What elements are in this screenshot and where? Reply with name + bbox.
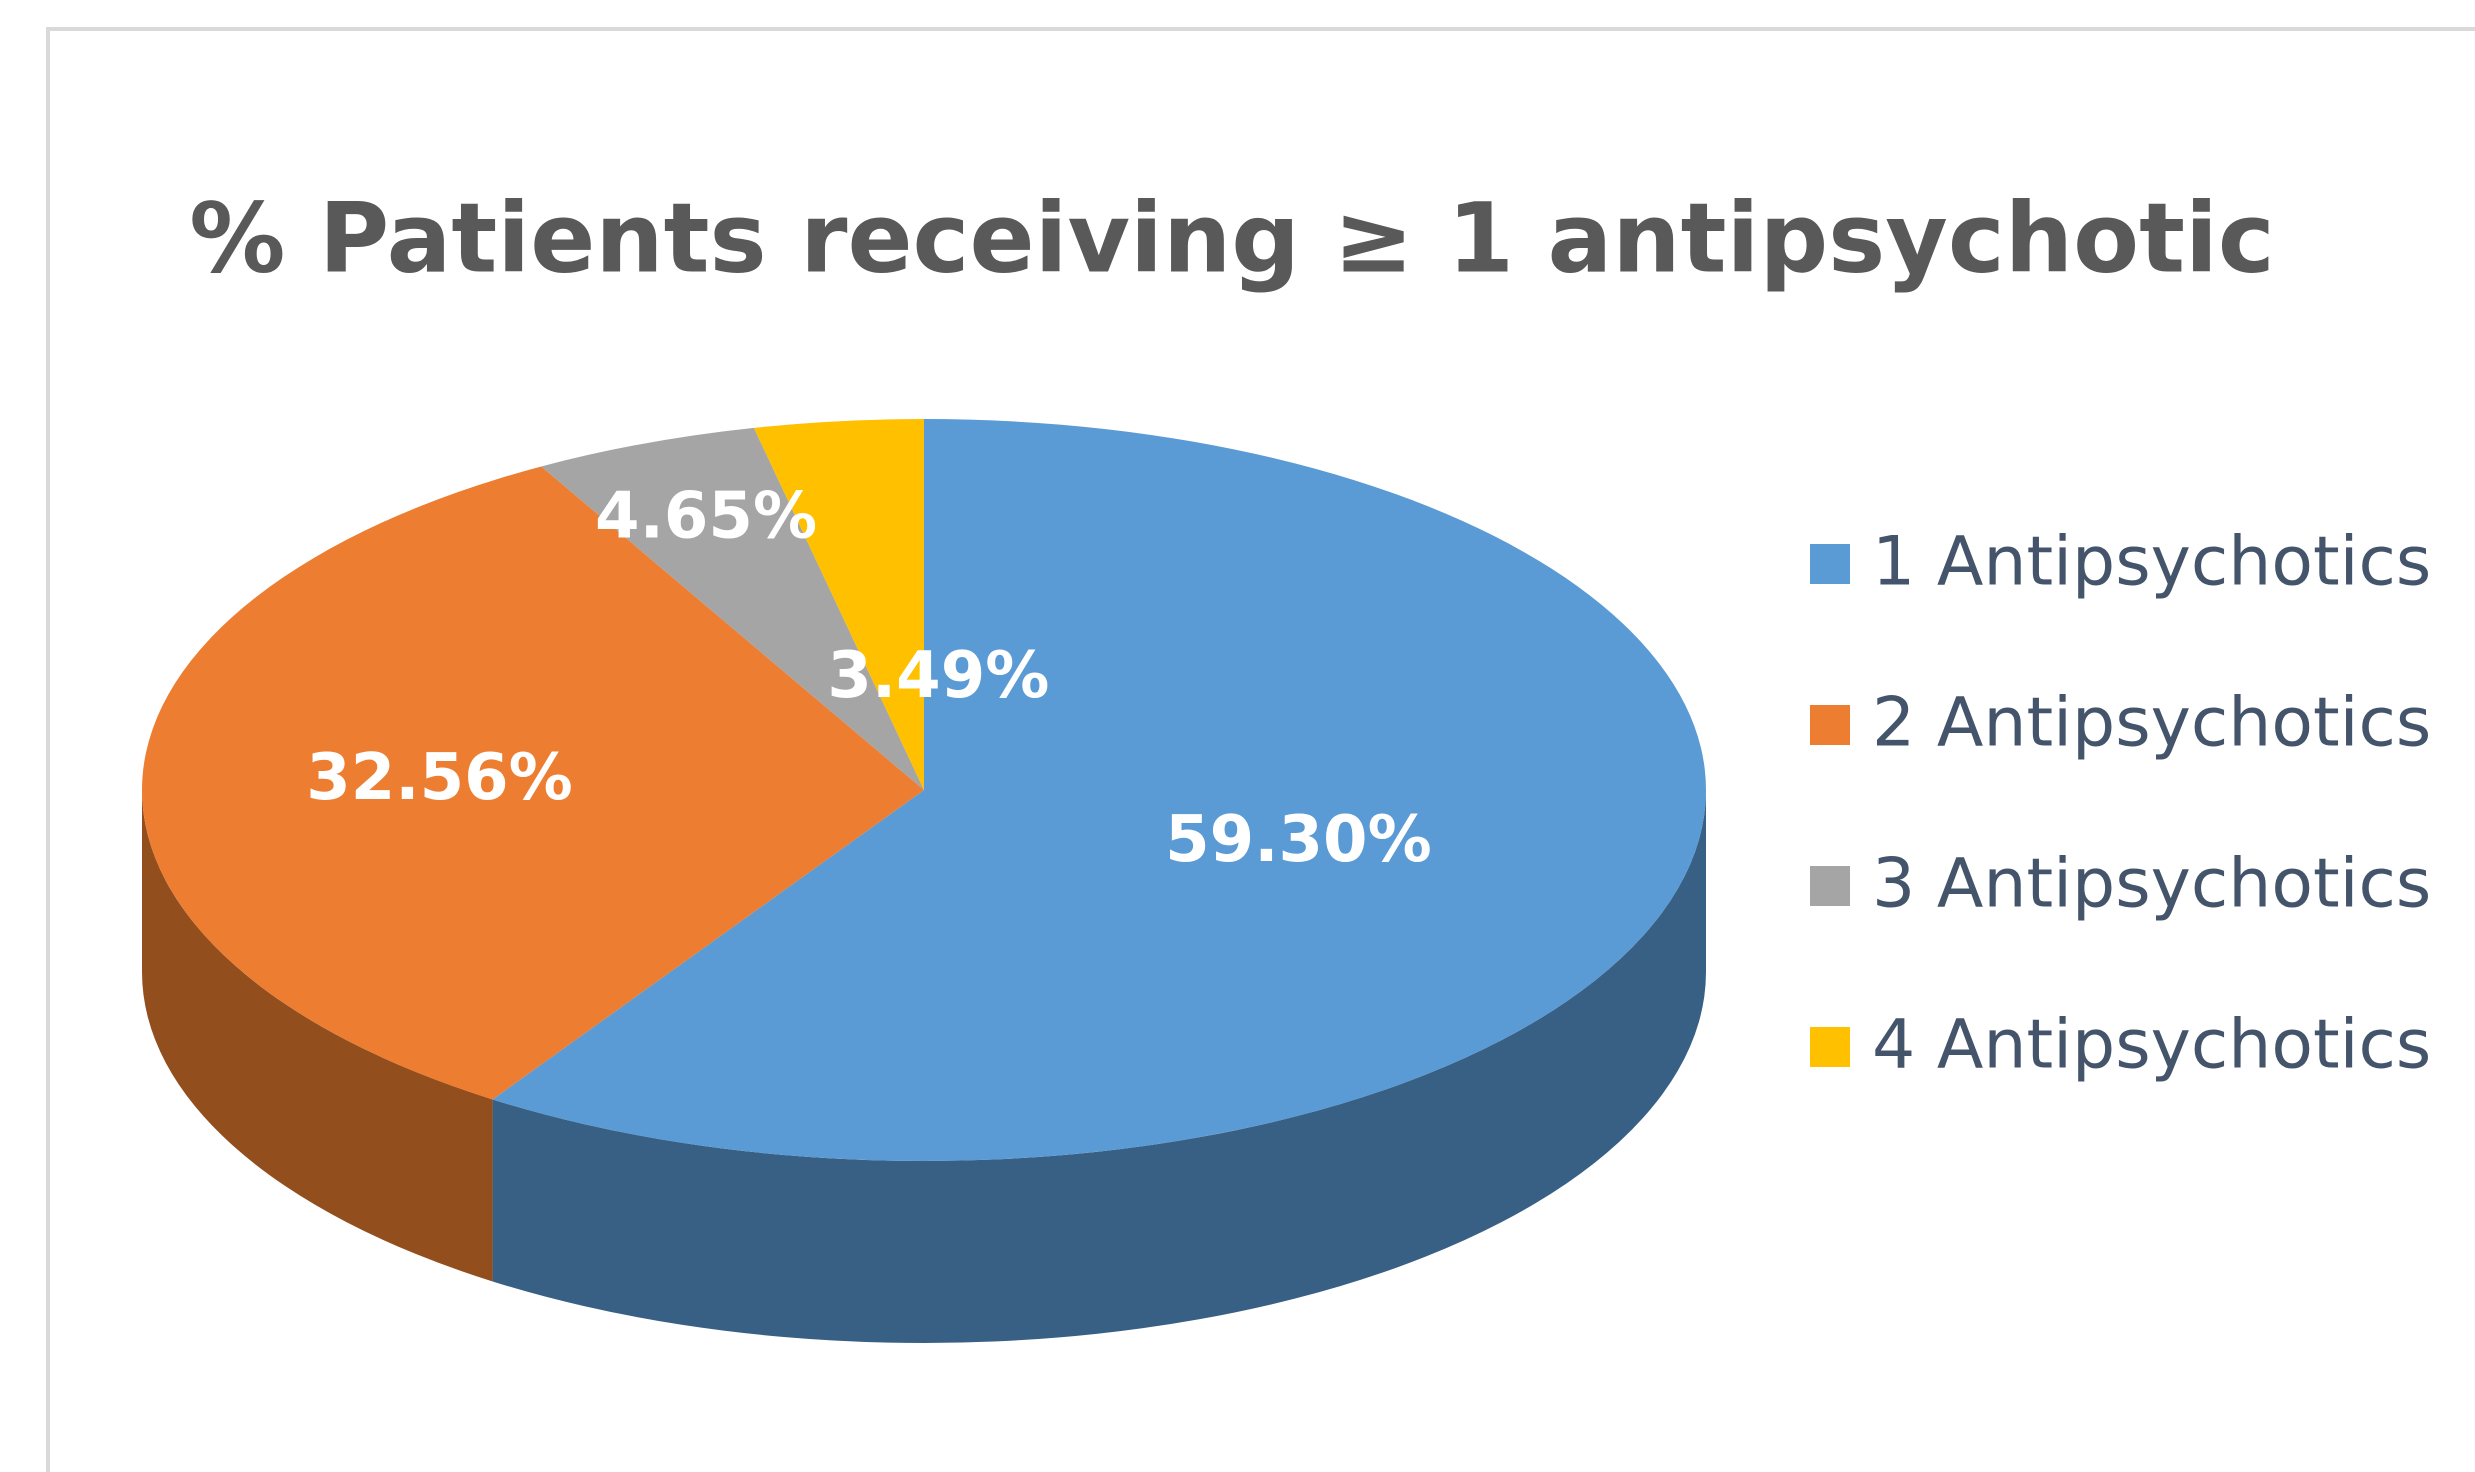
- legend-label: 2 Antipsychotics: [1872, 684, 2431, 763]
- data-label: 32.56%: [306, 741, 573, 815]
- legend-label: 4 Antipsychotics: [1872, 1006, 2431, 1085]
- legend-swatch: [1810, 544, 1850, 584]
- pie-slice: [141, 466, 925, 1100]
- data-label: 3.49%: [827, 639, 1049, 713]
- pie-slice: [492, 419, 1706, 1161]
- legend-label: 1 Antipsychotics: [1872, 523, 2431, 602]
- pie-side: [142, 790, 493, 1282]
- chart-title: % Patients receiving ≥ 1 antipsychotic: [189, 182, 2275, 294]
- pie-slice: [541, 427, 924, 790]
- legend-swatch: [1810, 1027, 1850, 1067]
- legend-label: 3 Antipsychotics: [1872, 845, 2431, 924]
- data-label: 59.30%: [1165, 803, 1432, 877]
- pie-slice: [753, 419, 924, 790]
- pie-side: [492, 790, 1706, 1343]
- legend-swatch: [1810, 705, 1850, 745]
- legend-swatch: [1810, 866, 1850, 906]
- data-label: 4.65%: [595, 479, 817, 553]
